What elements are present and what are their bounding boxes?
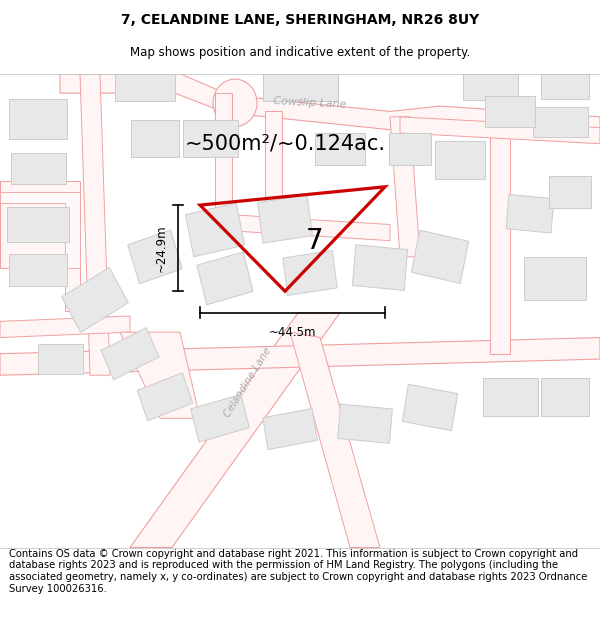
- Polygon shape: [403, 384, 458, 431]
- Polygon shape: [283, 251, 337, 296]
- Polygon shape: [541, 378, 589, 416]
- Text: Cowslip Lane: Cowslip Lane: [273, 96, 347, 110]
- Circle shape: [213, 79, 257, 126]
- Polygon shape: [524, 257, 586, 300]
- Polygon shape: [9, 254, 67, 286]
- Polygon shape: [137, 372, 193, 421]
- Polygon shape: [80, 74, 110, 375]
- Text: ~500m²/~0.124ac.: ~500m²/~0.124ac.: [185, 134, 386, 154]
- Polygon shape: [263, 64, 337, 101]
- Polygon shape: [533, 107, 587, 138]
- Polygon shape: [7, 208, 69, 242]
- Text: 7: 7: [306, 227, 324, 254]
- Polygon shape: [463, 65, 517, 99]
- Polygon shape: [506, 194, 554, 233]
- Polygon shape: [265, 111, 282, 235]
- Polygon shape: [263, 409, 317, 449]
- Polygon shape: [197, 252, 253, 305]
- Text: ~24.9m: ~24.9m: [155, 224, 168, 272]
- Polygon shape: [390, 117, 420, 257]
- Polygon shape: [11, 153, 65, 184]
- Polygon shape: [0, 338, 600, 375]
- Polygon shape: [549, 176, 591, 208]
- Polygon shape: [191, 394, 249, 442]
- Polygon shape: [0, 181, 80, 311]
- Polygon shape: [130, 312, 340, 548]
- Polygon shape: [182, 119, 238, 158]
- Polygon shape: [60, 74, 600, 136]
- Polygon shape: [338, 404, 392, 443]
- Polygon shape: [0, 316, 130, 338]
- Polygon shape: [400, 117, 600, 144]
- Polygon shape: [9, 99, 67, 139]
- Text: ~44.5m: ~44.5m: [269, 326, 316, 339]
- Polygon shape: [131, 119, 179, 158]
- Polygon shape: [315, 133, 365, 165]
- Polygon shape: [541, 66, 589, 99]
- Polygon shape: [62, 268, 128, 332]
- Text: 7, CELANDINE LANE, SHERINGHAM, NR26 8UY: 7, CELANDINE LANE, SHERINGHAM, NR26 8UY: [121, 13, 479, 28]
- Polygon shape: [263, 64, 337, 101]
- Polygon shape: [485, 96, 535, 126]
- Polygon shape: [120, 332, 200, 418]
- Text: Contains OS data © Crown copyright and database right 2021. This information is : Contains OS data © Crown copyright and d…: [9, 549, 587, 594]
- Polygon shape: [290, 332, 380, 548]
- Polygon shape: [37, 344, 83, 374]
- Polygon shape: [435, 141, 485, 179]
- Polygon shape: [482, 378, 538, 416]
- Polygon shape: [115, 64, 175, 101]
- Text: Celandine Lane: Celandine Lane: [223, 346, 274, 419]
- Polygon shape: [128, 230, 182, 284]
- Polygon shape: [215, 93, 232, 246]
- Polygon shape: [257, 195, 313, 243]
- Text: Map shows position and indicative extent of the property.: Map shows position and indicative extent…: [130, 46, 470, 59]
- Polygon shape: [101, 328, 159, 380]
- Polygon shape: [490, 74, 510, 354]
- Polygon shape: [185, 203, 245, 257]
- Polygon shape: [215, 214, 390, 241]
- Polygon shape: [412, 230, 469, 284]
- Polygon shape: [352, 245, 407, 291]
- Polygon shape: [0, 192, 80, 268]
- Polygon shape: [389, 133, 431, 165]
